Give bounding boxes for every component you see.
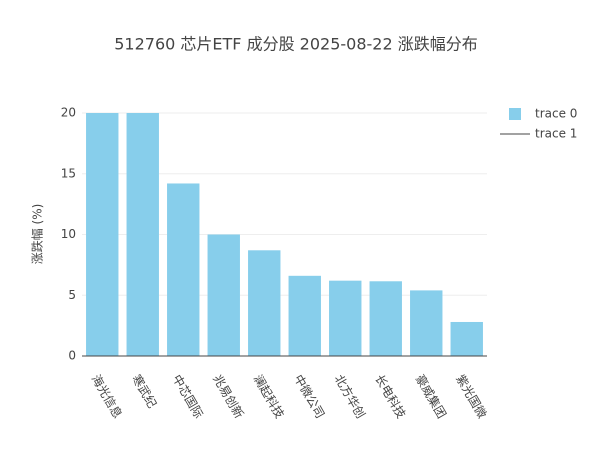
x-tick-label: 兆易创新 [210, 372, 247, 421]
bar [126, 113, 159, 356]
bar [207, 234, 240, 356]
bar [450, 321, 483, 356]
legend-swatch [509, 108, 521, 120]
x-tick-label: 长电科技 [372, 372, 408, 421]
bar [288, 275, 321, 356]
x-tick-label: 紫光国微 [453, 372, 489, 421]
bar [329, 280, 362, 356]
x-tick-label: 豪威集团 [413, 372, 450, 421]
y-tick-label: 0 [68, 349, 76, 363]
y-tick-label: 15 [61, 166, 76, 180]
chart-title: 512760 芯片ETF 成分股 2025-08-22 涨跌幅分布 [114, 35, 478, 54]
bar [86, 113, 119, 356]
x-tick-label: 中芯国际 [170, 372, 207, 421]
y-tick-label: 5 [68, 288, 76, 302]
bar [410, 290, 443, 356]
x-tick-label: 海光信息 [89, 372, 126, 421]
bar [248, 250, 281, 356]
legend-label: trace 1 [535, 127, 577, 141]
y-tick-label: 20 [61, 106, 76, 120]
x-tick-label: 中微公司 [291, 372, 328, 421]
legend-label: trace 0 [535, 107, 577, 121]
y-tick-label: 10 [61, 227, 76, 241]
bar [369, 281, 402, 356]
bar [167, 183, 200, 356]
y-axis-label: 涨跌幅 (%) [30, 204, 45, 265]
x-tick-label: 北方华创 [332, 372, 369, 421]
x-tick-label: 澜起科技 [251, 372, 287, 421]
x-tick-label: 寒武纪 [129, 372, 160, 411]
